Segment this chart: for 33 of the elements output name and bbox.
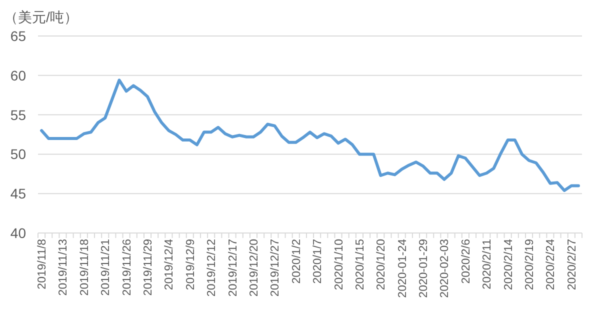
x-tick-label: 2020/2/14: [502, 238, 515, 290]
x-tick-label: 2019/12/12: [206, 239, 218, 297]
x-tick-label: 2019/11/21: [100, 239, 112, 296]
y-tick-label: 60: [10, 67, 26, 84]
x-tick-label: 2019/11/18: [78, 239, 91, 296]
y-tick-label: 55: [10, 106, 26, 123]
x-tick-label: 2019/11/13: [58, 239, 70, 296]
x-tick-label: 2020/1/2: [290, 239, 303, 284]
x-tick-label: 2019/11/8: [36, 239, 49, 290]
x-tick-label: 2019/11/26: [121, 239, 134, 296]
x-tick-label: 2020/1/20: [376, 239, 388, 290]
x-tick-label: 2020/2/11: [482, 239, 494, 290]
x-tick-label: 2019/12/9: [184, 239, 197, 290]
y-tick-label: 65: [10, 28, 26, 44]
x-tick-label: 2019/12/17: [227, 239, 240, 297]
x-tick-label: 2020/1/7: [312, 239, 324, 284]
x-tick-label: 2020/2/24: [545, 238, 558, 290]
x-tick-label: 2020/1/10: [333, 239, 346, 290]
y-tick-label: 45: [10, 186, 26, 202]
x-tick-label: 2019/12/27: [270, 239, 282, 297]
x-tick-label: 2020-01-29: [418, 239, 430, 298]
x-tick-label: 2020/2/19: [524, 239, 536, 290]
x-tick-label: 2020-02-03: [439, 239, 452, 298]
x-tick-label: 2020/1/15: [354, 239, 366, 290]
x-tick-label: 2019/11/29: [142, 239, 155, 296]
x-tick-label: 2019/12/20: [248, 239, 260, 297]
y-tick-label: 50: [10, 146, 26, 162]
x-tick-label: 2020/2/6: [460, 239, 472, 284]
x-tick-label: 2019/12/4: [164, 238, 176, 290]
y-tick-label: 40: [10, 225, 26, 241]
y-axis-title: （美元/吨）: [4, 9, 78, 25]
x-tick-label: 2020/2/27: [566, 239, 578, 290]
x-tick-label: 2020-01-24: [396, 238, 409, 298]
